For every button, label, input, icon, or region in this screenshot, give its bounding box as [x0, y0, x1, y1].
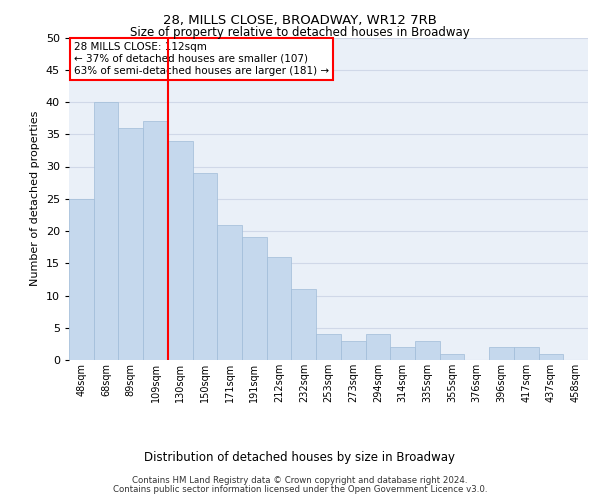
Bar	[143, 122, 168, 360]
Bar	[217, 224, 242, 360]
Bar	[539, 354, 563, 360]
Bar	[489, 347, 514, 360]
Text: Distribution of detached houses by size in Broadway: Distribution of detached houses by size …	[145, 451, 455, 464]
Bar	[341, 340, 365, 360]
Text: Contains public sector information licensed under the Open Government Licence v3: Contains public sector information licen…	[113, 484, 487, 494]
Text: Contains HM Land Registry data © Crown copyright and database right 2024.: Contains HM Land Registry data © Crown c…	[132, 476, 468, 485]
Bar	[514, 347, 539, 360]
Bar	[390, 347, 415, 360]
Bar	[365, 334, 390, 360]
Bar	[168, 140, 193, 360]
Text: 28 MILLS CLOSE: 112sqm
← 37% of detached houses are smaller (107)
63% of semi-de: 28 MILLS CLOSE: 112sqm ← 37% of detached…	[74, 42, 329, 76]
Bar	[242, 238, 267, 360]
Bar	[267, 257, 292, 360]
Bar	[415, 340, 440, 360]
Bar	[316, 334, 341, 360]
Text: Size of property relative to detached houses in Broadway: Size of property relative to detached ho…	[130, 26, 470, 39]
Bar	[440, 354, 464, 360]
Y-axis label: Number of detached properties: Number of detached properties	[30, 111, 40, 286]
Text: 28, MILLS CLOSE, BROADWAY, WR12 7RB: 28, MILLS CLOSE, BROADWAY, WR12 7RB	[163, 14, 437, 27]
Bar	[69, 198, 94, 360]
Bar	[292, 289, 316, 360]
Bar	[118, 128, 143, 360]
Bar	[193, 173, 217, 360]
Bar	[94, 102, 118, 360]
